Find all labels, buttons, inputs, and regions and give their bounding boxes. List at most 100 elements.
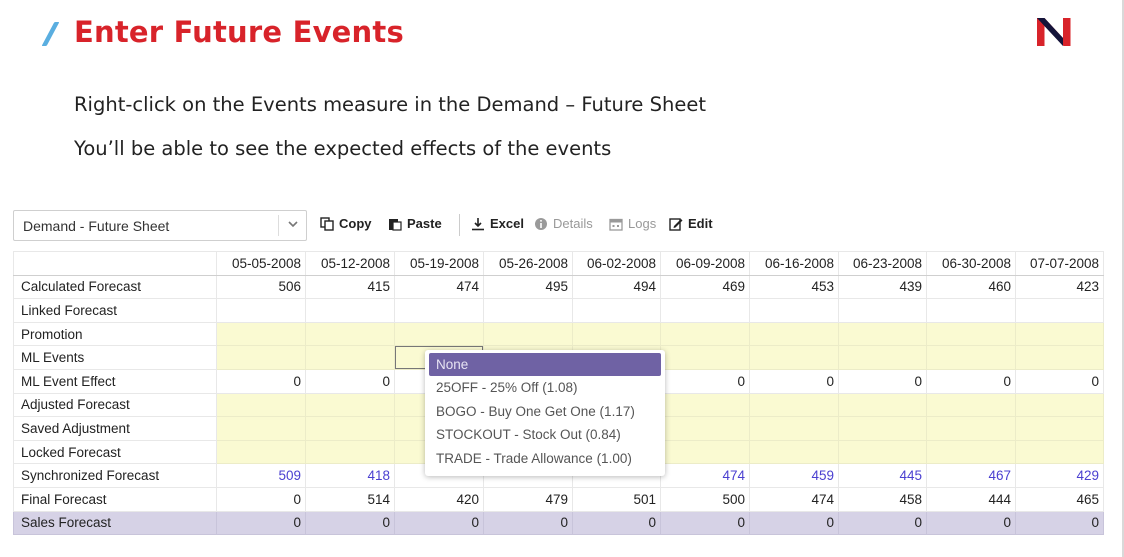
row-label: Locked Forecast (13, 439, 217, 465)
editable-cell[interactable] (838, 345, 927, 370)
editable-cell[interactable] (838, 416, 927, 441)
sheet-select-value: Demand - Future Sheet (23, 218, 170, 234)
editable-cell[interactable] (838, 439, 927, 465)
editable-cell[interactable] (394, 321, 484, 347)
editable-cell[interactable] (1015, 416, 1104, 441)
dropdown-option-bogo[interactable]: BOGO - Buy One Get One (1.17) (436, 403, 635, 419)
edit-label: Edit (688, 216, 713, 231)
excel-button[interactable]: Excel (471, 216, 524, 231)
dropdown-option-stockout[interactable]: STOCKOUT - Stock Out (0.84) (436, 427, 621, 443)
row-label: Calculated Forecast (13, 274, 217, 300)
editable-cell[interactable] (216, 321, 306, 347)
grid-cell: 0 (305, 368, 395, 394)
grid-cell (305, 298, 395, 323)
editable-cell[interactable] (305, 321, 395, 347)
paste-label: Paste (407, 216, 442, 231)
row-linked-forecast: Linked Forecast (13, 298, 1104, 323)
editable-cell[interactable] (660, 439, 750, 465)
editable-cell[interactable] (926, 392, 1016, 418)
edit-button[interactable]: Edit (669, 216, 713, 231)
editable-cell[interactable] (660, 321, 750, 347)
page-edge (1122, 0, 1124, 557)
editable-cell[interactable] (1015, 439, 1104, 465)
grid-cell (749, 298, 839, 323)
slide-title: Enter Future Events (74, 15, 404, 49)
row-label: ML Event Effect (13, 368, 217, 394)
editable-cell[interactable] (838, 321, 927, 347)
logs-label: Logs (628, 216, 657, 231)
editable-cell[interactable] (1015, 345, 1104, 370)
grid-cell: 474 (394, 274, 484, 300)
grid-cell: 420 (394, 486, 484, 512)
editable-cell[interactable] (838, 392, 927, 418)
grid-cell: 506 (216, 274, 306, 300)
editable-cell[interactable] (660, 416, 750, 441)
editable-cell[interactable] (305, 345, 395, 370)
details-button[interactable]: Details (534, 216, 593, 231)
row-label: Adjusted Forecast (13, 392, 217, 418)
editable-cell[interactable] (305, 439, 395, 465)
copy-label: Copy (339, 216, 372, 231)
grid-cell (838, 298, 927, 323)
editable-cell[interactable] (483, 321, 573, 347)
grid-cell: 418 (305, 463, 395, 488)
editable-cell[interactable] (216, 439, 306, 465)
editable-cell[interactable] (926, 345, 1016, 370)
date-header: 06-30-2008 (926, 251, 1016, 276)
editable-cell[interactable] (926, 416, 1016, 441)
grid-cell: 458 (838, 486, 927, 512)
editable-cell[interactable] (216, 392, 306, 418)
editable-cell[interactable] (305, 392, 395, 418)
sheet-select-divider (278, 215, 279, 236)
grid-cell: 0 (660, 368, 750, 394)
date-header: 06-16-2008 (749, 251, 839, 276)
dropdown-option-none[interactable]: None (429, 353, 661, 377)
paste-icon (389, 218, 402, 231)
editable-cell[interactable] (660, 345, 750, 370)
paste-button[interactable]: Paste (388, 216, 442, 231)
grid-cell: 474 (749, 486, 839, 512)
editable-cell[interactable] (749, 392, 839, 418)
grid-cell (660, 298, 750, 323)
sheet-select[interactable]: Demand - Future Sheet (13, 210, 307, 241)
dropdown-option-trade[interactable]: TRADE - Trade Allowance (1.00) (436, 450, 632, 466)
editable-cell[interactable] (1015, 392, 1104, 418)
date-header: 05-12-2008 (305, 251, 395, 276)
row-label: Synchronized Forecast (13, 463, 217, 488)
editable-cell[interactable] (749, 345, 839, 370)
grid-cell: 479 (483, 486, 573, 512)
grid-cell: 0 (926, 510, 1016, 536)
editable-cell[interactable] (1015, 321, 1104, 347)
date-header: 05-26-2008 (483, 251, 573, 276)
editable-cell[interactable] (572, 321, 661, 347)
date-header: 07-07-2008 (1015, 251, 1104, 276)
grid-cell: 514 (305, 486, 395, 512)
editable-cell[interactable] (305, 416, 395, 441)
excel-label: Excel (490, 216, 524, 231)
title-accent-bar (41, 22, 60, 46)
editable-cell[interactable] (749, 439, 839, 465)
grid-cell: 0 (572, 510, 661, 536)
dropdown-option-25off[interactable]: 25OFF - 25% Off (1.08) (436, 380, 578, 396)
edit-icon (669, 217, 683, 231)
grid-cell: 0 (749, 510, 839, 536)
editable-cell[interactable] (216, 345, 306, 370)
copy-button[interactable]: Copy (320, 216, 372, 231)
logs-button[interactable]: Logs (609, 216, 656, 231)
grid-cell: 429 (1015, 463, 1104, 488)
editable-cell[interactable] (926, 321, 1016, 347)
grid-cell: 445 (838, 463, 927, 488)
grid-cell: 459 (749, 463, 839, 488)
grid-cell: 501 (572, 486, 661, 512)
grid-cell (572, 298, 661, 323)
editable-cell[interactable] (749, 416, 839, 441)
chevron-down-icon[interactable] (286, 217, 300, 231)
editable-cell[interactable] (660, 392, 750, 418)
editable-cell[interactable] (749, 321, 839, 347)
grid-cell: 465 (1015, 486, 1104, 512)
grid-cell: 0 (838, 510, 927, 536)
editable-cell[interactable] (216, 416, 306, 441)
editable-cell[interactable] (926, 439, 1016, 465)
date-header-row: 05-05-2008 05-12-2008 05-19-2008 05-26-2… (13, 251, 1104, 276)
grid-cell: 0 (1015, 368, 1104, 394)
